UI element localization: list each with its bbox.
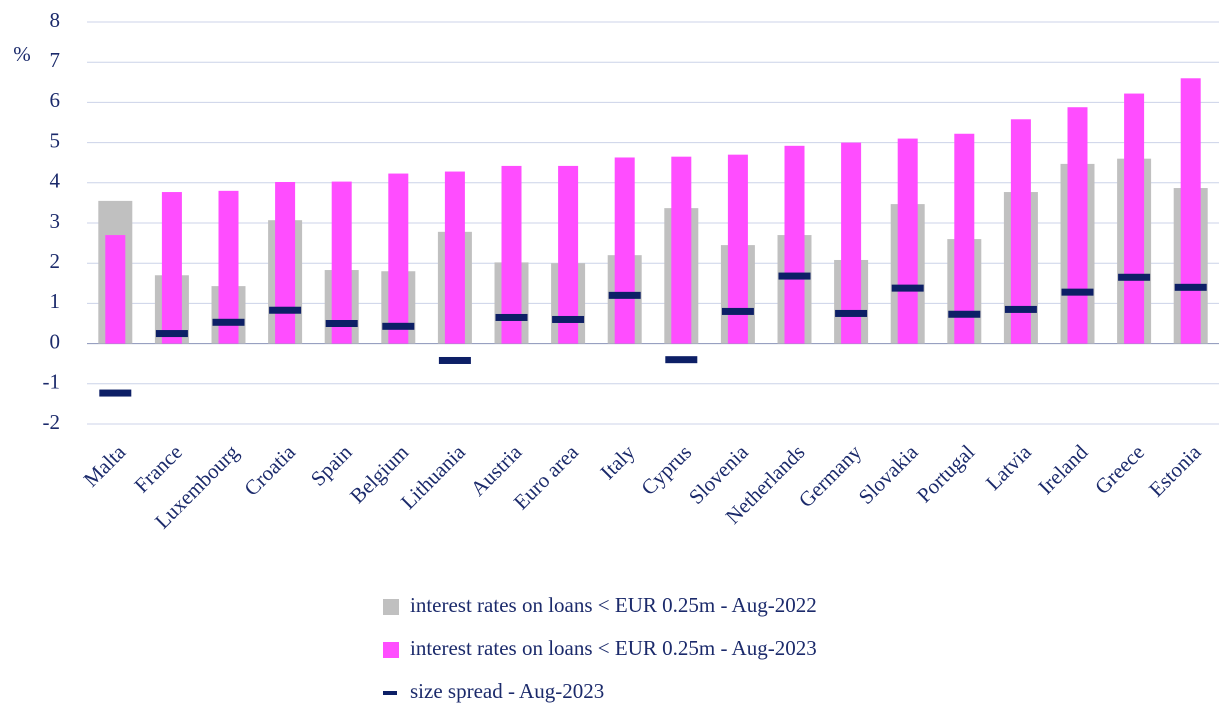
spread-marker: [1118, 273, 1151, 281]
bar: [954, 133, 975, 344]
bar: [501, 165, 522, 344]
legend-label: interest rates on loans < EUR 0.25m - Au…: [410, 636, 817, 660]
x-tick-label: Slovakia: [854, 439, 923, 508]
x-tick-label: Malta: [79, 439, 131, 491]
bar: [444, 171, 465, 344]
bar: [105, 235, 126, 344]
bar: [841, 142, 862, 344]
legend-swatch: [383, 642, 399, 658]
spread-marker: [552, 315, 585, 323]
spread-marker: [891, 284, 924, 292]
spread-marker: [99, 389, 132, 397]
bar: [614, 157, 635, 344]
x-tick-label: Greece: [1090, 440, 1149, 499]
x-tick-label: Germany: [794, 440, 867, 513]
bar: [275, 181, 296, 344]
x-tick-label: Estonia: [1144, 439, 1206, 501]
bar: [897, 138, 918, 344]
bar: [1067, 107, 1088, 344]
spread-marker: [948, 310, 981, 318]
bar: [671, 156, 692, 344]
bar: [218, 190, 239, 344]
y-tick-label: 4: [50, 169, 61, 193]
bar: [331, 181, 352, 344]
spread-marker: [382, 322, 415, 330]
spread-marker: [212, 318, 245, 326]
y-tick-label: 3: [50, 209, 61, 233]
y-tick-label: 6: [50, 88, 61, 112]
spread-marker: [665, 356, 698, 364]
spread-marker: [1061, 288, 1094, 296]
x-tick-label: Ireland: [1033, 440, 1092, 499]
x-tick-label: Spain: [306, 440, 357, 491]
x-tick-label: Croatia: [239, 439, 300, 500]
bar: [161, 192, 182, 344]
x-tick-label: Lithuania: [396, 439, 470, 513]
y-tick-label: 7: [50, 48, 61, 72]
spread-marker: [1174, 283, 1207, 291]
x-tick-label: Latvia: [981, 439, 1036, 494]
y-axis-label: %: [13, 42, 31, 66]
bar: [784, 145, 805, 344]
legend-label: size spread - Aug-2023: [410, 679, 604, 703]
spread-marker: [721, 307, 754, 315]
y-tick-label: 1: [50, 289, 61, 313]
bar: [727, 154, 748, 344]
y-tick-label: 8: [50, 8, 61, 32]
bar: [388, 173, 409, 344]
y-tick-label: 5: [50, 128, 61, 152]
spread-marker: [325, 320, 358, 327]
y-tick-label: -2: [43, 410, 61, 434]
legend-label: interest rates on loans < EUR 0.25m - Au…: [410, 593, 817, 617]
y-tick-label: 0: [50, 329, 61, 353]
bar: [1010, 119, 1031, 344]
spread-marker: [269, 306, 302, 314]
spread-marker: [495, 313, 528, 321]
spread-marker: [608, 291, 641, 299]
x-tick-label: Portugal: [912, 440, 979, 507]
spread-marker: [155, 330, 188, 338]
bar: [558, 165, 579, 344]
legend-swatch: [383, 691, 397, 695]
spread-marker: [438, 356, 471, 364]
y-tick-label: -1: [43, 370, 61, 394]
y-tick-label: 2: [50, 249, 61, 273]
bar: [1180, 78, 1201, 344]
legend-swatch: [383, 599, 399, 615]
spread-marker: [1004, 305, 1037, 313]
bar: [1124, 93, 1145, 344]
x-tick-label: Italy: [595, 440, 640, 485]
spread-marker: [835, 309, 868, 317]
spread-marker: [778, 272, 811, 280]
